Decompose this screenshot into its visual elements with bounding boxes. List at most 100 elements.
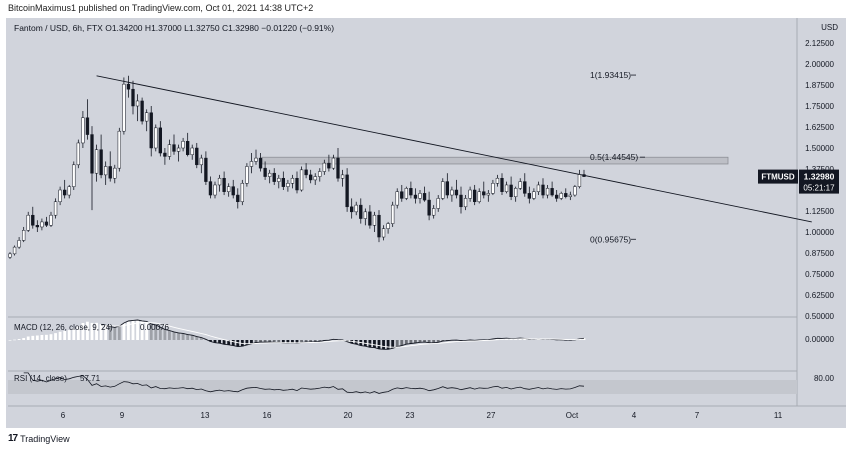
candle — [295, 171, 299, 194]
candle — [363, 208, 367, 226]
candle — [108, 151, 112, 182]
candle-body — [8, 253, 12, 258]
candle-body — [445, 181, 449, 196]
candle — [158, 121, 162, 157]
candle-body — [482, 191, 486, 196]
candle-body — [372, 214, 377, 226]
macd-histogram-bar — [491, 339, 495, 340]
macd-histogram-bar — [250, 340, 253, 344]
macd-histogram-bar — [231, 340, 235, 346]
time-tick-4: 20 — [344, 411, 353, 420]
chart-area[interactable] — [6, 18, 846, 428]
tradingview-brand: TradingView — [20, 433, 70, 444]
price-tick-9: 1.00000 — [805, 228, 834, 237]
candle-body — [135, 100, 140, 107]
candle-body — [63, 189, 67, 196]
macd-histogram-bar — [22, 338, 26, 340]
candle — [395, 188, 399, 209]
ohlc-legend: Fantom / USD, 6h, FTX O1.34200 H1.37000 … — [14, 23, 334, 33]
candle-body — [409, 188, 413, 196]
price-tick-13: 0.50000 — [805, 312, 834, 321]
candle-body — [527, 193, 531, 199]
candle-body — [176, 147, 181, 152]
candle-body — [49, 214, 53, 226]
rsi-title: RSI (14, close) — [14, 374, 67, 383]
macd-histogram-bar — [90, 322, 94, 340]
time-tick-2: 13 — [201, 411, 210, 420]
macd-histogram-bar — [131, 320, 135, 340]
macd-histogram-bar — [72, 328, 76, 340]
candle-body — [263, 167, 267, 177]
macd-histogram-bar — [313, 340, 317, 342]
macd-histogram-bar — [181, 333, 185, 340]
macd-histogram-bar — [272, 340, 276, 343]
candle-body — [268, 172, 272, 177]
candle — [154, 124, 158, 152]
macd-histogram-bar — [309, 340, 313, 343]
candle — [509, 176, 513, 201]
macd-histogram-bar — [281, 340, 285, 343]
candle-body — [186, 141, 190, 155]
candle-body — [149, 112, 153, 149]
macd-histogram-bar — [67, 330, 71, 340]
macd-histogram-bar — [236, 340, 240, 347]
candle — [186, 132, 190, 157]
price-tick-4: 1.62500 — [805, 123, 834, 132]
candle-body — [495, 177, 500, 184]
candle — [104, 161, 108, 185]
candle — [318, 168, 322, 182]
macd-histogram-bar — [172, 331, 176, 340]
candle-body — [404, 188, 408, 199]
candle — [559, 191, 563, 201]
time-tick-7: Oct — [566, 411, 579, 420]
macd-histogram-bar — [541, 339, 545, 340]
candle — [167, 139, 172, 160]
candle-body — [281, 177, 285, 187]
candle-body — [195, 147, 199, 166]
macd-title: MACD (12, 26, close, 9, 24) — [14, 323, 113, 332]
macd-histogram-bar — [400, 340, 404, 346]
macd-histogram-bar — [54, 333, 57, 340]
macd-histogram-bar — [190, 335, 194, 340]
macd-histogram-bar — [527, 339, 531, 340]
macd-histogram-bar — [63, 330, 67, 340]
candle-body — [204, 157, 208, 182]
tradingview-footer[interactable]: 17 TradingView — [8, 433, 70, 444]
candle — [350, 198, 354, 219]
macd-histogram-bar — [26, 336, 30, 340]
candle-body — [450, 189, 454, 196]
candle-body — [559, 193, 563, 199]
macd-histogram-bar — [95, 322, 98, 340]
candle — [422, 186, 427, 202]
candle-body — [222, 177, 226, 192]
time-tick-3: 16 — [263, 411, 272, 420]
candle — [222, 171, 226, 196]
candle — [564, 188, 568, 199]
macd-histogram-bar — [254, 340, 258, 343]
legend-part: H — [145, 23, 151, 33]
candle-body — [322, 162, 326, 172]
macd-histogram-bar — [263, 340, 267, 343]
candle-body — [140, 100, 144, 122]
fib-label-2: 0(0.95675) — [590, 234, 631, 244]
candle — [418, 190, 422, 204]
candle-body — [181, 141, 185, 149]
price-scale-currency: USD — [821, 23, 838, 32]
candle — [372, 211, 377, 232]
candle — [545, 184, 550, 199]
candle — [26, 211, 30, 232]
macd-histogram-bar — [409, 340, 413, 344]
candle — [368, 205, 372, 229]
candle-body — [299, 169, 304, 191]
candle — [63, 179, 67, 199]
candle-body — [422, 193, 427, 201]
candle — [413, 188, 418, 204]
legend-part: −0.01220 (−0.91%) — [261, 23, 334, 33]
candle — [22, 226, 26, 243]
macd-histogram-bar — [145, 321, 149, 340]
candle — [49, 211, 53, 227]
price-tick-10: 0.87500 — [805, 249, 834, 258]
candle-body — [245, 166, 249, 184]
